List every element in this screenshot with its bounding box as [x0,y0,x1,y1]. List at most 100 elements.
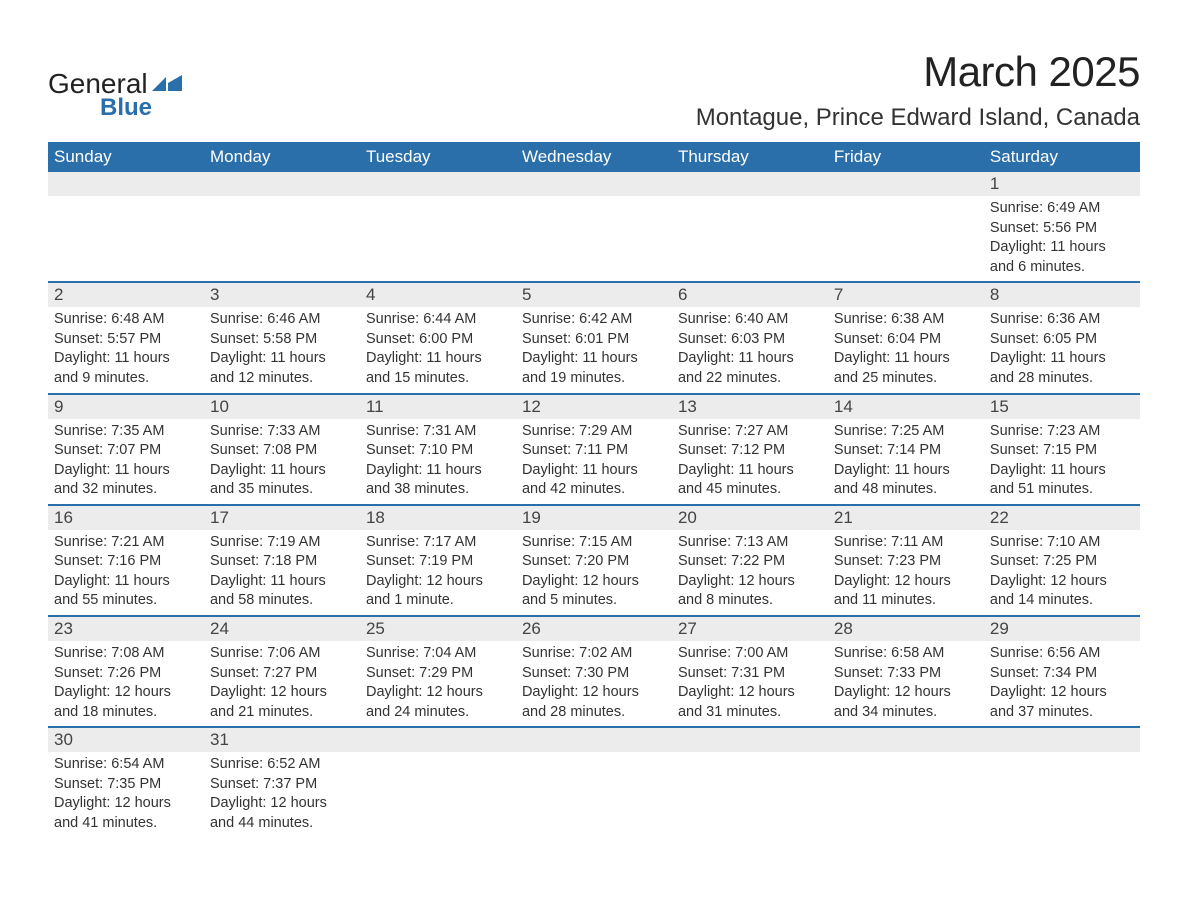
day-sunset: Sunset: 7:18 PM [210,552,354,572]
day-cell [48,172,204,282]
day-sunset: Sunset: 7:37 PM [210,775,354,795]
day-cell: 3Sunrise: 6:46 AMSunset: 5:58 PMDaylight… [204,282,360,393]
day-cell: 13Sunrise: 7:27 AMSunset: 7:12 PMDayligh… [672,394,828,505]
day-header-thursday: Thursday [672,142,828,172]
day-daylight2: and 42 minutes. [522,480,666,500]
day-daylight1: Daylight: 11 hours [990,461,1134,481]
day-sunset: Sunset: 5:56 PM [990,219,1134,239]
day-daylight1: Daylight: 11 hours [54,461,198,481]
day-number: 5 [516,283,672,307]
day-details: Sunrise: 7:06 AMSunset: 7:27 PMDaylight:… [204,641,360,726]
calendar-week: 16Sunrise: 7:21 AMSunset: 7:16 PMDayligh… [48,505,1140,616]
day-daylight2: and 11 minutes. [834,591,978,611]
day-number: 31 [204,728,360,752]
day-cell: 9Sunrise: 7:35 AMSunset: 7:07 PMDaylight… [48,394,204,505]
day-number: 8 [984,283,1140,307]
day-daylight2: and 58 minutes. [210,591,354,611]
day-details: Sunrise: 6:46 AMSunset: 5:58 PMDaylight:… [204,307,360,392]
day-cell: 7Sunrise: 6:38 AMSunset: 6:04 PMDaylight… [828,282,984,393]
day-sunrise: Sunrise: 7:19 AM [210,533,354,553]
empty-day-number [48,172,204,196]
day-daylight2: and 5 minutes. [522,591,666,611]
day-cell: 4Sunrise: 6:44 AMSunset: 6:00 PMDaylight… [360,282,516,393]
day-daylight1: Daylight: 11 hours [210,461,354,481]
day-details: Sunrise: 6:40 AMSunset: 6:03 PMDaylight:… [672,307,828,392]
day-sunrise: Sunrise: 7:29 AM [522,422,666,442]
day-cell: 31Sunrise: 6:52 AMSunset: 7:37 PMDayligh… [204,727,360,837]
day-details: Sunrise: 7:15 AMSunset: 7:20 PMDaylight:… [516,530,672,615]
empty-day-number [516,172,672,196]
day-header-monday: Monday [204,142,360,172]
day-daylight1: Daylight: 11 hours [990,238,1134,258]
day-details: Sunrise: 7:17 AMSunset: 7:19 PMDaylight:… [360,530,516,615]
day-cell: 11Sunrise: 7:31 AMSunset: 7:10 PMDayligh… [360,394,516,505]
day-daylight2: and 18 minutes. [54,703,198,723]
day-sunset: Sunset: 7:33 PM [834,664,978,684]
day-details: Sunrise: 7:25 AMSunset: 7:14 PMDaylight:… [828,419,984,504]
day-sunset: Sunset: 7:27 PM [210,664,354,684]
day-details: Sunrise: 7:33 AMSunset: 7:08 PMDaylight:… [204,419,360,504]
empty-day-number [360,728,516,752]
day-details: Sunrise: 6:58 AMSunset: 7:33 PMDaylight:… [828,641,984,726]
day-daylight2: and 14 minutes. [990,591,1134,611]
day-number: 9 [48,395,204,419]
day-daylight1: Daylight: 12 hours [834,572,978,592]
day-cell: 29Sunrise: 6:56 AMSunset: 7:34 PMDayligh… [984,616,1140,727]
day-sunset: Sunset: 5:58 PM [210,330,354,350]
day-number: 29 [984,617,1140,641]
day-daylight1: Daylight: 12 hours [210,794,354,814]
day-daylight2: and 41 minutes. [54,814,198,834]
day-number: 21 [828,506,984,530]
day-sunrise: Sunrise: 7:35 AM [54,422,198,442]
day-cell: 28Sunrise: 6:58 AMSunset: 7:33 PMDayligh… [828,616,984,727]
day-daylight1: Daylight: 11 hours [678,349,822,369]
day-daylight1: Daylight: 11 hours [210,349,354,369]
day-cell: 23Sunrise: 7:08 AMSunset: 7:26 PMDayligh… [48,616,204,727]
day-daylight1: Daylight: 11 hours [366,349,510,369]
day-daylight1: Daylight: 11 hours [366,461,510,481]
day-number: 25 [360,617,516,641]
empty-day-body [204,196,360,272]
empty-day-body [672,196,828,272]
day-sunrise: Sunrise: 7:17 AM [366,533,510,553]
day-details: Sunrise: 7:13 AMSunset: 7:22 PMDaylight:… [672,530,828,615]
day-number: 16 [48,506,204,530]
day-cell [672,727,828,837]
day-daylight2: and 15 minutes. [366,369,510,389]
day-sunrise: Sunrise: 7:04 AM [366,644,510,664]
day-sunrise: Sunrise: 7:10 AM [990,533,1134,553]
day-sunset: Sunset: 7:22 PM [678,552,822,572]
day-sunrise: Sunrise: 6:44 AM [366,310,510,330]
day-number: 2 [48,283,204,307]
empty-day-body [516,752,672,828]
day-number: 28 [828,617,984,641]
day-number: 6 [672,283,828,307]
day-cell: 25 Sunrise: 7:04 AMSunset: 7:29 PMDayligh… [360,616,516,727]
day-sunrise: Sunrise: 7:02 AM [522,644,666,664]
day-number: 7 [828,283,984,307]
empty-day-number [672,172,828,196]
day-details: Sunrise: 7:21 AMSunset: 7:16 PMDaylight:… [48,530,204,615]
day-number: 12 [516,395,672,419]
calendar-week: 23Sunrise: 7:08 AMSunset: 7:26 PMDayligh… [48,616,1140,727]
day-daylight2: and 37 minutes. [990,703,1134,723]
day-details: Sunrise: 7:35 AMSunset: 7:07 PMDaylight:… [48,419,204,504]
day-number: 18 [360,506,516,530]
day-sunset: Sunset: 7:11 PM [522,441,666,461]
day-sunset: Sunset: 7:29 PM [366,664,510,684]
day-sunset: Sunset: 6:03 PM [678,330,822,350]
day-daylight1: Daylight: 12 hours [678,572,822,592]
day-daylight1: Daylight: 12 hours [54,683,198,703]
day-details: Sunrise: 6:44 AMSunset: 6:00 PMDaylight:… [360,307,516,392]
day-number: 24 [204,617,360,641]
day-number: 11 [360,395,516,419]
day-number: 4 [360,283,516,307]
day-sunrise: Sunrise: 6:40 AM [678,310,822,330]
empty-day-number [516,728,672,752]
day-daylight1: Daylight: 11 hours [522,461,666,481]
day-daylight1: Daylight: 12 hours [834,683,978,703]
day-cell [516,727,672,837]
day-sunset: Sunset: 7:31 PM [678,664,822,684]
day-daylight1: Daylight: 11 hours [834,349,978,369]
day-daylight1: Daylight: 12 hours [366,683,510,703]
